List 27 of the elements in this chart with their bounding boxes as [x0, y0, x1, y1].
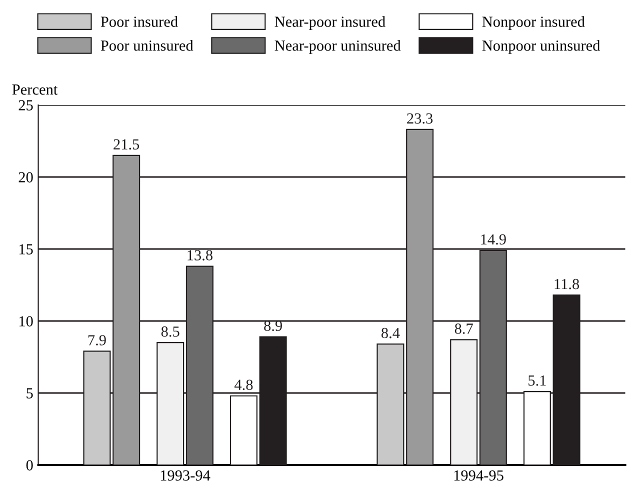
data-label: 23.3: [407, 113, 433, 124]
y-tick-label: 25: [18, 100, 33, 110]
legend-label: Poor uninsured: [100, 40, 194, 51]
y-tick-label: 15: [19, 244, 33, 254]
data-label: 7.9: [88, 335, 106, 346]
y-tick-label: 5: [26, 388, 33, 398]
y-axis-title: Percent: [12, 84, 58, 95]
data-label: 5.1: [528, 375, 546, 386]
y-tick-label: 20: [18, 172, 33, 182]
data-label: 8.7: [454, 324, 473, 334]
legend-label: Nonpoor uninsured: [482, 40, 600, 54]
x-tick-label: 1994-95: [454, 470, 504, 481]
data-label: 8.4: [381, 328, 400, 338]
legend-label: Poor insured: [100, 16, 178, 27]
x-tick-label: 1993-94: [160, 470, 210, 481]
data-label: 13.8: [188, 250, 212, 260]
legend-label: Nonpoor insured: [482, 16, 585, 30]
data-label: 4.8: [234, 380, 253, 390]
bar: [230, 395, 258, 465]
legend-label: Near-poor insured: [274, 16, 386, 30]
data-label: 14.9: [481, 234, 506, 245]
data-label: 11.8: [554, 278, 580, 290]
legend-label: Near-poor uninsured: [274, 40, 401, 54]
data-label: 21.5: [114, 139, 140, 150]
y-tick-label: 10: [19, 316, 33, 326]
y-tick-label: 0: [26, 460, 33, 470]
data-label: 8.5: [161, 326, 180, 337]
